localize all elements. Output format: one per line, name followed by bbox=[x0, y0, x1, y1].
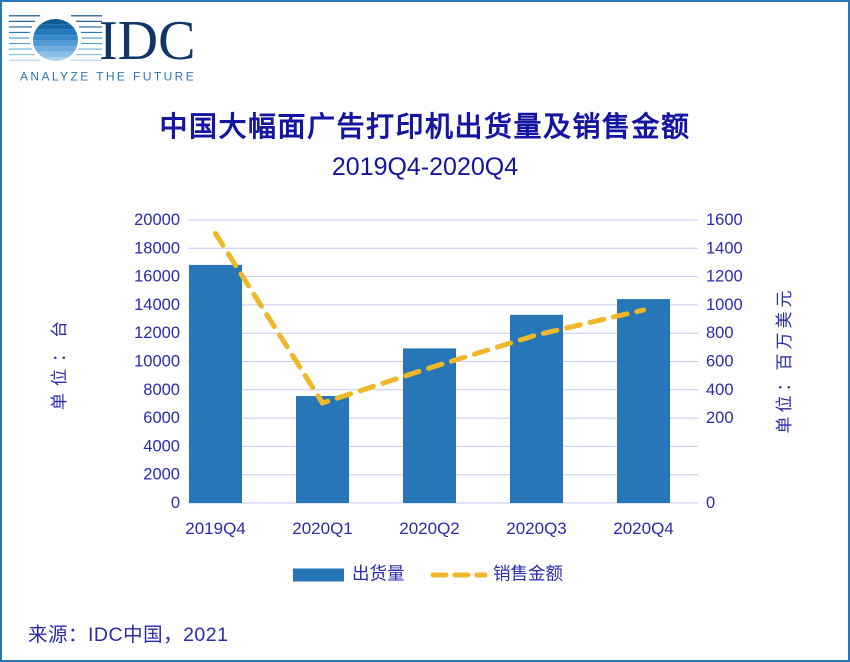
svg-text:400: 400 bbox=[706, 381, 734, 399]
svg-text:10000: 10000 bbox=[134, 353, 180, 371]
svg-text:1200: 1200 bbox=[706, 268, 743, 286]
svg-text:2020Q1: 2020Q1 bbox=[292, 519, 353, 538]
svg-text:14000: 14000 bbox=[134, 296, 180, 314]
svg-text:12000: 12000 bbox=[134, 324, 180, 342]
svg-text:2019Q4: 2019Q4 bbox=[185, 519, 246, 538]
svg-text:800: 800 bbox=[706, 324, 734, 342]
svg-text:18000: 18000 bbox=[134, 239, 180, 257]
svg-text:8000: 8000 bbox=[143, 381, 180, 399]
svg-text:出货量: 出货量 bbox=[352, 564, 405, 584]
svg-text:20000: 20000 bbox=[134, 211, 180, 229]
svg-text:1000: 1000 bbox=[706, 296, 743, 314]
svg-text:600: 600 bbox=[706, 353, 734, 371]
svg-text:16000: 16000 bbox=[134, 268, 180, 286]
svg-text:0: 0 bbox=[706, 494, 715, 512]
svg-text:单位：台: 单位：台 bbox=[50, 314, 69, 410]
svg-text:6000: 6000 bbox=[143, 409, 180, 427]
svg-text:1400: 1400 bbox=[706, 239, 743, 257]
svg-text:销售金额: 销售金额 bbox=[493, 564, 563, 584]
svg-text:单位：百万美元: 单位：百万美元 bbox=[775, 287, 794, 434]
svg-text:2020Q3: 2020Q3 bbox=[506, 519, 567, 538]
svg-text:2000: 2000 bbox=[143, 466, 180, 484]
svg-text:200: 200 bbox=[706, 409, 734, 427]
svg-text:2020Q2: 2020Q2 bbox=[399, 519, 460, 538]
svg-text:1600: 1600 bbox=[706, 211, 743, 229]
svg-text:4000: 4000 bbox=[143, 437, 180, 455]
svg-text:2020Q4: 2020Q4 bbox=[613, 519, 674, 538]
svg-text:0: 0 bbox=[171, 494, 180, 512]
